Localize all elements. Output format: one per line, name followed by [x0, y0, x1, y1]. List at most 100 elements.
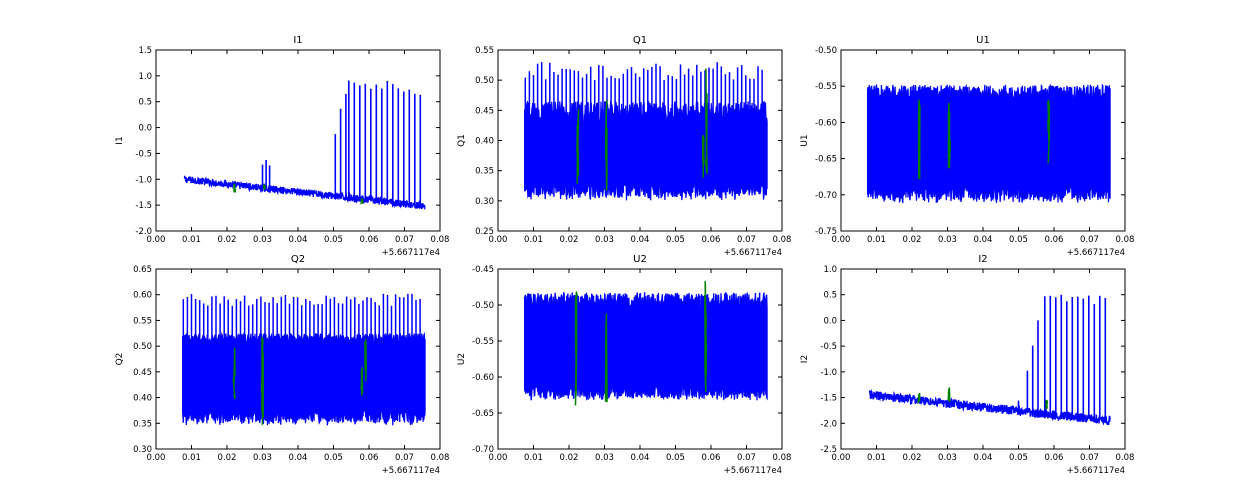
series-flagged-mark [260, 336, 265, 425]
series-flagged-mark [232, 347, 236, 400]
y-tick-label: -0.5 [135, 149, 152, 159]
x-tick-label: 0.05 [1009, 453, 1028, 463]
y-tick-label: 0.55 [475, 46, 494, 56]
plot-area [182, 293, 426, 426]
series-flagged-mark [704, 68, 708, 174]
y-axis-label: U1 [800, 134, 810, 146]
x-tick-label: 0.01 [182, 453, 201, 463]
x-tick-label: 0.03 [938, 235, 957, 245]
series-flagged-mark [604, 313, 608, 403]
series-data-band [182, 331, 426, 426]
series-data-band [524, 292, 768, 402]
plot-area [183, 80, 426, 211]
y-tick-label: -1.0 [135, 175, 152, 185]
subplot-title: I1 [293, 35, 302, 46]
subplot-q2: 0.00 0.01 0.02 0.03 0.04 0.05 0.06 0.07 0.08 0.30… [115, 254, 449, 476]
y-tick-label: 0.35 [133, 419, 152, 429]
x-tick-label: 0.01 [867, 235, 886, 245]
x-tick-label: 0.00 [147, 453, 166, 463]
x-tick-label: 0.06 [1045, 235, 1064, 245]
x-tick-label: 0.07 [395, 235, 414, 245]
subplot-q1: 0.00 0.01 0.02 0.03 0.04 0.05 0.06 0.07 0.08 0.25… [457, 35, 791, 258]
y-tick-label: -1.0 [820, 368, 837, 378]
y-tick-label: -0.45 [472, 265, 494, 275]
x-tick-label: 0.07 [737, 453, 756, 463]
x-tick-label: 0.06 [702, 235, 721, 245]
x-tick-label: 0.08 [773, 453, 792, 463]
x-tick-label: 0.04 [974, 453, 993, 463]
x-tick-label: 0.03 [595, 235, 614, 245]
x-tick-label: 0.00 [147, 235, 166, 245]
y-axis-label: U2 [457, 353, 467, 365]
y-tick-label: 0.35 [475, 167, 494, 177]
subplot-title: Q1 [633, 35, 647, 46]
subplot-u1: 0.00 0.01 0.02 0.03 0.04 0.05 0.06 0.07 0.08 -0.7… [800, 35, 1134, 258]
subplot-title: U1 [976, 35, 990, 46]
y-tick-label: -2.0 [135, 227, 152, 237]
plot-area [867, 83, 1111, 204]
x-offset-label: +5.667117e4 [382, 466, 440, 476]
y-tick-label: -0.5 [820, 342, 837, 352]
y-tick-label: -2.5 [820, 445, 837, 455]
y-tick-label: -0.60 [472, 373, 494, 383]
x-tick-label: 0.06 [702, 453, 721, 463]
series-flagged-mark [364, 338, 368, 382]
x-tick-label: 0.06 [360, 235, 379, 245]
y-tick-label: 0.30 [133, 445, 152, 455]
series-flagged-mark [917, 392, 921, 405]
y-tick-label: 0.60 [133, 291, 152, 301]
series-flagged-mark [947, 387, 951, 402]
x-tick-label: 0.05 [324, 235, 343, 245]
x-offset-label: +5.667117e4 [1067, 248, 1125, 258]
series-flagged-mark [262, 184, 266, 191]
y-tick-label: 0.5 [138, 98, 152, 108]
y-tick-label: -0.55 [472, 337, 494, 347]
x-tick-label: 0.04 [289, 453, 308, 463]
series-flagged-mark [917, 99, 921, 180]
y-tick-label: 0.25 [475, 227, 494, 237]
y-tick-label: -0.50 [472, 301, 494, 311]
y-tick-label: 0.45 [133, 368, 152, 378]
y-tick-label: 0.0 [823, 316, 837, 326]
y-tick-label: 0.50 [133, 342, 152, 352]
x-tick-label: 0.07 [395, 453, 414, 463]
x-tick-label: 0.08 [773, 235, 792, 245]
x-tick-label: 0.01 [524, 235, 543, 245]
y-tick-label: 0.55 [133, 316, 152, 326]
plot-area [524, 280, 768, 406]
y-tick-label: 0.50 [475, 76, 494, 86]
series-flagged-mark [360, 367, 364, 396]
y-tick-label: 1.0 [138, 72, 152, 82]
y-tick-label: 1.0 [823, 265, 837, 275]
y-tick-label: -0.50 [815, 46, 837, 56]
x-tick-label: 0.04 [289, 235, 308, 245]
y-tick-label: 1.5 [138, 46, 152, 56]
y-tick-label: 0.45 [475, 106, 494, 116]
x-tick-label: 0.03 [938, 453, 957, 463]
axes-frame [840, 268, 1126, 450]
x-tick-label: 0.00 [489, 235, 508, 245]
plot-area [868, 294, 1111, 426]
subplot-title: Q2 [291, 254, 305, 265]
x-tick-label: 0.08 [1116, 453, 1135, 463]
x-tick-label: 0.04 [631, 453, 650, 463]
x-tick-label: 0.00 [832, 235, 851, 245]
x-tick-label: 0.02 [218, 235, 237, 245]
y-axis-label: Q2 [115, 353, 125, 366]
x-tick-label: 0.04 [974, 235, 993, 245]
y-axis-label: I1 [115, 136, 125, 144]
series-flagged-mark [576, 108, 580, 184]
y-tick-label: -0.75 [815, 227, 837, 237]
y-tick-label: -0.65 [472, 409, 494, 419]
x-tick-label: 0.05 [324, 453, 343, 463]
y-axis-label: I2 [800, 355, 810, 363]
series-flagged-mark [359, 198, 364, 205]
series-flagged-mark [701, 134, 705, 178]
x-offset-label: +5.667117e4 [724, 248, 782, 258]
y-tick-label: -0.70 [815, 191, 837, 201]
x-tick-label: 0.07 [1080, 235, 1099, 245]
x-tick-label: 0.02 [560, 453, 579, 463]
x-offset-label: +5.667117e4 [382, 248, 440, 258]
x-tick-label: 0.05 [666, 453, 685, 463]
